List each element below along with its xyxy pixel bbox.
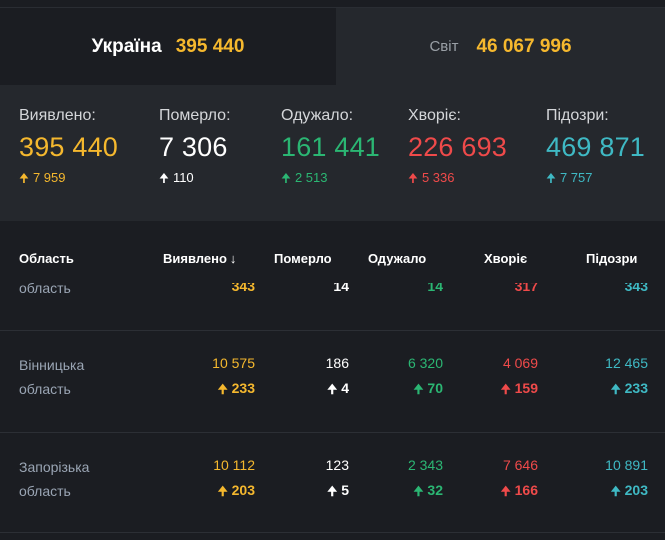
arrow-up-icon: 🠉 (413, 382, 424, 396)
arrow-up-icon: 🠉 (610, 484, 621, 498)
arrow-up-icon: 🠉 (413, 484, 424, 498)
top-bar (0, 0, 665, 8)
tab-world-label: Світ (429, 38, 459, 55)
stat-confirmed: Виявлено: 395 440 🠉 7 959 (19, 107, 118, 190)
stat-confirmed-delta-value: 7 959 (32, 170, 66, 185)
cell-recovered: 6 320 🠉 70 (408, 355, 443, 401)
column-header-region[interactable]: Область (19, 251, 74, 266)
table-body: область 343 14 14 317 343 Вінницька обла… (0, 283, 665, 540)
cell-recovered: 2 343 🠉 32 (408, 457, 443, 503)
sort-desc-icon: ↓ (229, 251, 237, 266)
column-header-confirmed-label: Виявлено (163, 251, 227, 266)
region-name-line1: Запорізька (19, 459, 90, 475)
stat-suspected-value: 469 871 (546, 132, 645, 162)
cell-confirmed: 10 112 🠉 203 (213, 457, 255, 503)
stat-sick: Хворіє: 226 693 🠉 5 336 (408, 107, 507, 190)
stat-sick-delta: 🠉 5 336 (408, 169, 507, 190)
stat-suspected-delta-value: 7 757 (559, 170, 593, 185)
stat-suspected-delta: 🠉 7 757 (546, 169, 645, 190)
arrow-up-icon: 🠉 (500, 382, 511, 396)
column-header-confirmed[interactable]: Виявлено ↓ (163, 251, 236, 266)
cell-suspected-delta: 343 (624, 283, 648, 294)
tab-ukraine-value: 395 440 (175, 35, 245, 57)
stat-deaths-value: 7 306 (159, 132, 228, 162)
arrow-up-icon: 🠉 (327, 382, 338, 396)
tab-ukraine[interactable]: Україна 395 440 (0, 8, 336, 85)
stat-deaths: Померло: 7 306 🠉 110 (159, 107, 231, 190)
arrow-up-icon: 🠉 (500, 484, 511, 498)
stat-recovered-delta-value: 2 513 (294, 170, 328, 185)
stat-suspected-label: Підозри: (546, 107, 609, 124)
stat-deaths-delta: 🠉 110 (159, 169, 231, 190)
column-header-sick[interactable]: Хворіє (484, 251, 528, 266)
region-name-line1: Вінницька (19, 357, 85, 373)
stat-deaths-delta-value: 110 (172, 170, 194, 185)
table-header: Область Виявлено ↓ Померло Одужало Хворіє… (0, 221, 665, 291)
arrow-up-icon: 🠉 (19, 171, 29, 185)
arrow-up-icon: 🠉 (610, 382, 621, 396)
stat-recovered-label: Одужало: (281, 107, 354, 124)
stat-confirmed-label: Виявлено: (19, 107, 96, 124)
stat-sick-label: Хворіє: (408, 107, 461, 124)
stat-suspected: Підозри: 469 871 🠉 7 757 (546, 107, 645, 190)
arrow-up-icon: 🠉 (159, 171, 169, 185)
stat-recovered: Одужало: 161 441 🠉 2 513 (281, 107, 380, 190)
stat-sick-delta-value: 5 336 (421, 170, 455, 185)
arrow-up-icon: 🠉 (546, 171, 556, 185)
table-row[interactable]: Вінницька область 10 575 🠉 233 186 🠉 4 6 3… (0, 331, 665, 433)
stat-recovered-delta: 🠉 2 513 (281, 169, 380, 190)
arrow-up-icon: 🠉 (327, 484, 338, 498)
arrow-up-icon: 🠉 (281, 171, 291, 185)
stat-confirmed-delta: 🠉 7 959 (19, 169, 118, 190)
region-tabs: Україна 395 440 Світ 46 067 996 (0, 8, 665, 85)
region-name-line2: область (19, 381, 71, 397)
table-row[interactable]: Запорізька область 10 112 🠉 203 123 🠉 5 2 … (0, 433, 665, 533)
region-name: Вінницька область (19, 353, 84, 401)
stat-sick-value: 226 693 (408, 132, 507, 162)
cell-recovered-delta: 14 (427, 283, 443, 294)
stat-recovered-value: 161 441 (281, 132, 380, 162)
stat-confirmed-value: 395 440 (19, 132, 118, 162)
column-header-recovered[interactable]: Одужало (368, 251, 427, 266)
cell-confirmed: 10 575 🠉 233 (212, 355, 255, 401)
cell-deaths-delta: 14 (333, 283, 349, 294)
cell-suspected: 10 891 🠉 203 (605, 457, 648, 503)
table-row[interactable]: область 343 14 14 317 343 (0, 283, 665, 331)
arrow-up-icon: 🠉 (217, 484, 228, 498)
cell-sick-delta: 317 (514, 283, 538, 294)
tab-world[interactable]: Світ 46 067 996 (336, 8, 665, 85)
cell-sick: 7 646 🠉 166 (501, 457, 538, 503)
summary-panel: Виявлено: 395 440 🠉 7 959 Померло: 7 306 … (0, 85, 665, 221)
cell-deaths: 186 🠉 4 (326, 355, 349, 401)
arrow-up-icon: 🠉 (408, 171, 418, 185)
cell-confirmed-delta: 343 (231, 283, 255, 294)
column-header-deaths[interactable]: Померло (274, 251, 332, 266)
stat-deaths-label: Померло: (159, 107, 231, 124)
region-name: Запорізька область (19, 455, 89, 503)
cell-sick: 4 069 🠉 159 (501, 355, 538, 401)
cell-suspected: 12 465 🠉 233 (605, 355, 648, 401)
region-name-line2: область (19, 483, 71, 499)
tab-ukraine-label: Україна (91, 35, 162, 57)
tab-world-value: 46 067 996 (476, 35, 572, 57)
region-name: область (19, 283, 71, 296)
column-header-suspected[interactable]: Підозри (586, 251, 638, 266)
cell-deaths: 123 🠉 5 (326, 457, 349, 503)
arrow-up-icon: 🠉 (217, 382, 228, 396)
